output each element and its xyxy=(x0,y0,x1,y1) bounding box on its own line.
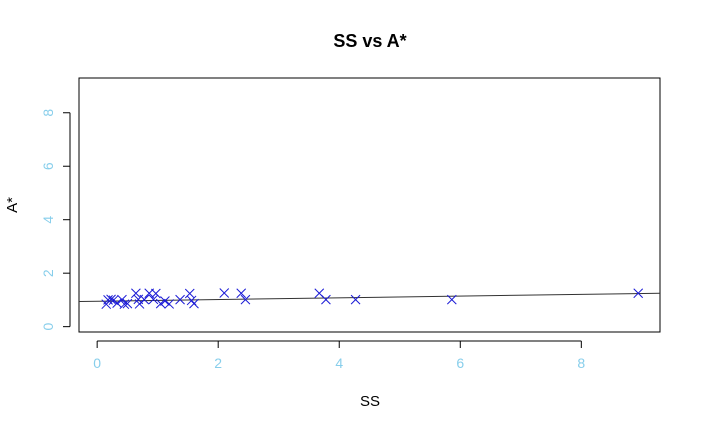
y-axis: 0 2 4 6 8 xyxy=(40,109,71,331)
data-point xyxy=(164,299,175,309)
y-tick-label: 4 xyxy=(40,216,56,224)
data-point xyxy=(160,296,170,306)
y-tick-label: 6 xyxy=(40,162,56,170)
y-tick-label: 0 xyxy=(40,323,56,331)
data-point xyxy=(106,294,116,305)
x-tick-label: 4 xyxy=(335,355,343,371)
y-tick-label: 8 xyxy=(40,109,56,117)
chart-title: SS vs A* xyxy=(333,31,406,51)
x-tick-label: 8 xyxy=(577,355,585,371)
data-point xyxy=(240,294,251,305)
x-tick-label: 0 xyxy=(93,355,101,371)
data-point xyxy=(155,298,166,309)
x-tick-label: 6 xyxy=(456,355,464,371)
data-point xyxy=(131,288,141,299)
data-point xyxy=(119,299,130,310)
data-point xyxy=(446,294,457,305)
data-point xyxy=(189,298,199,309)
fit-line xyxy=(78,292,661,303)
data-point xyxy=(350,294,361,305)
plot-frame xyxy=(78,77,661,333)
data-point xyxy=(633,288,644,299)
y-tick-label: 2 xyxy=(40,269,56,277)
x-axis-label: SS xyxy=(360,393,380,410)
data-point xyxy=(321,294,331,305)
data-point xyxy=(117,294,127,305)
data-point xyxy=(122,298,133,309)
fit-line-layer xyxy=(78,292,661,303)
x-axis: 0 2 4 6 8 xyxy=(93,340,585,371)
x-tick-label: 2 xyxy=(214,355,222,371)
data-point xyxy=(148,294,159,305)
data-point xyxy=(219,288,230,298)
data-points xyxy=(101,288,644,310)
data-point xyxy=(151,288,161,299)
data-point xyxy=(236,288,247,299)
data-point xyxy=(139,294,150,305)
data-point xyxy=(184,288,195,299)
y-axis-label: A* xyxy=(4,197,21,213)
data-point xyxy=(175,294,185,305)
